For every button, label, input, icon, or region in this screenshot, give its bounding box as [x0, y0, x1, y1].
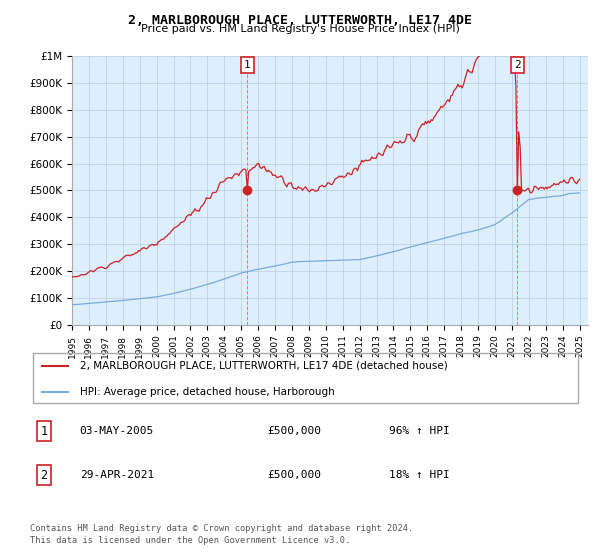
- Text: £500,000: £500,000: [268, 426, 322, 436]
- Text: 29-APR-2021: 29-APR-2021: [80, 470, 154, 480]
- Text: £500,000: £500,000: [268, 470, 322, 480]
- Text: 03-MAY-2005: 03-MAY-2005: [80, 426, 154, 436]
- Text: HPI: Average price, detached house, Harborough: HPI: Average price, detached house, Harb…: [80, 387, 334, 397]
- Text: 2, MARLBOROUGH PLACE, LUTTERWORTH, LE17 4DE: 2, MARLBOROUGH PLACE, LUTTERWORTH, LE17 …: [128, 14, 472, 27]
- Text: 18% ↑ HPI: 18% ↑ HPI: [389, 470, 449, 480]
- Text: This data is licensed under the Open Government Licence v3.0.: This data is licensed under the Open Gov…: [30, 536, 350, 545]
- Text: 2: 2: [40, 469, 47, 482]
- Text: 1: 1: [40, 424, 47, 438]
- Text: 2, MARLBOROUGH PLACE, LUTTERWORTH, LE17 4DE (detached house): 2, MARLBOROUGH PLACE, LUTTERWORTH, LE17 …: [80, 361, 448, 371]
- Text: 2: 2: [514, 60, 521, 70]
- Text: 1: 1: [244, 60, 251, 70]
- Text: Contains HM Land Registry data © Crown copyright and database right 2024.: Contains HM Land Registry data © Crown c…: [30, 524, 413, 533]
- Text: 96% ↑ HPI: 96% ↑ HPI: [389, 426, 449, 436]
- Text: Price paid vs. HM Land Registry's House Price Index (HPI): Price paid vs. HM Land Registry's House …: [140, 24, 460, 34]
